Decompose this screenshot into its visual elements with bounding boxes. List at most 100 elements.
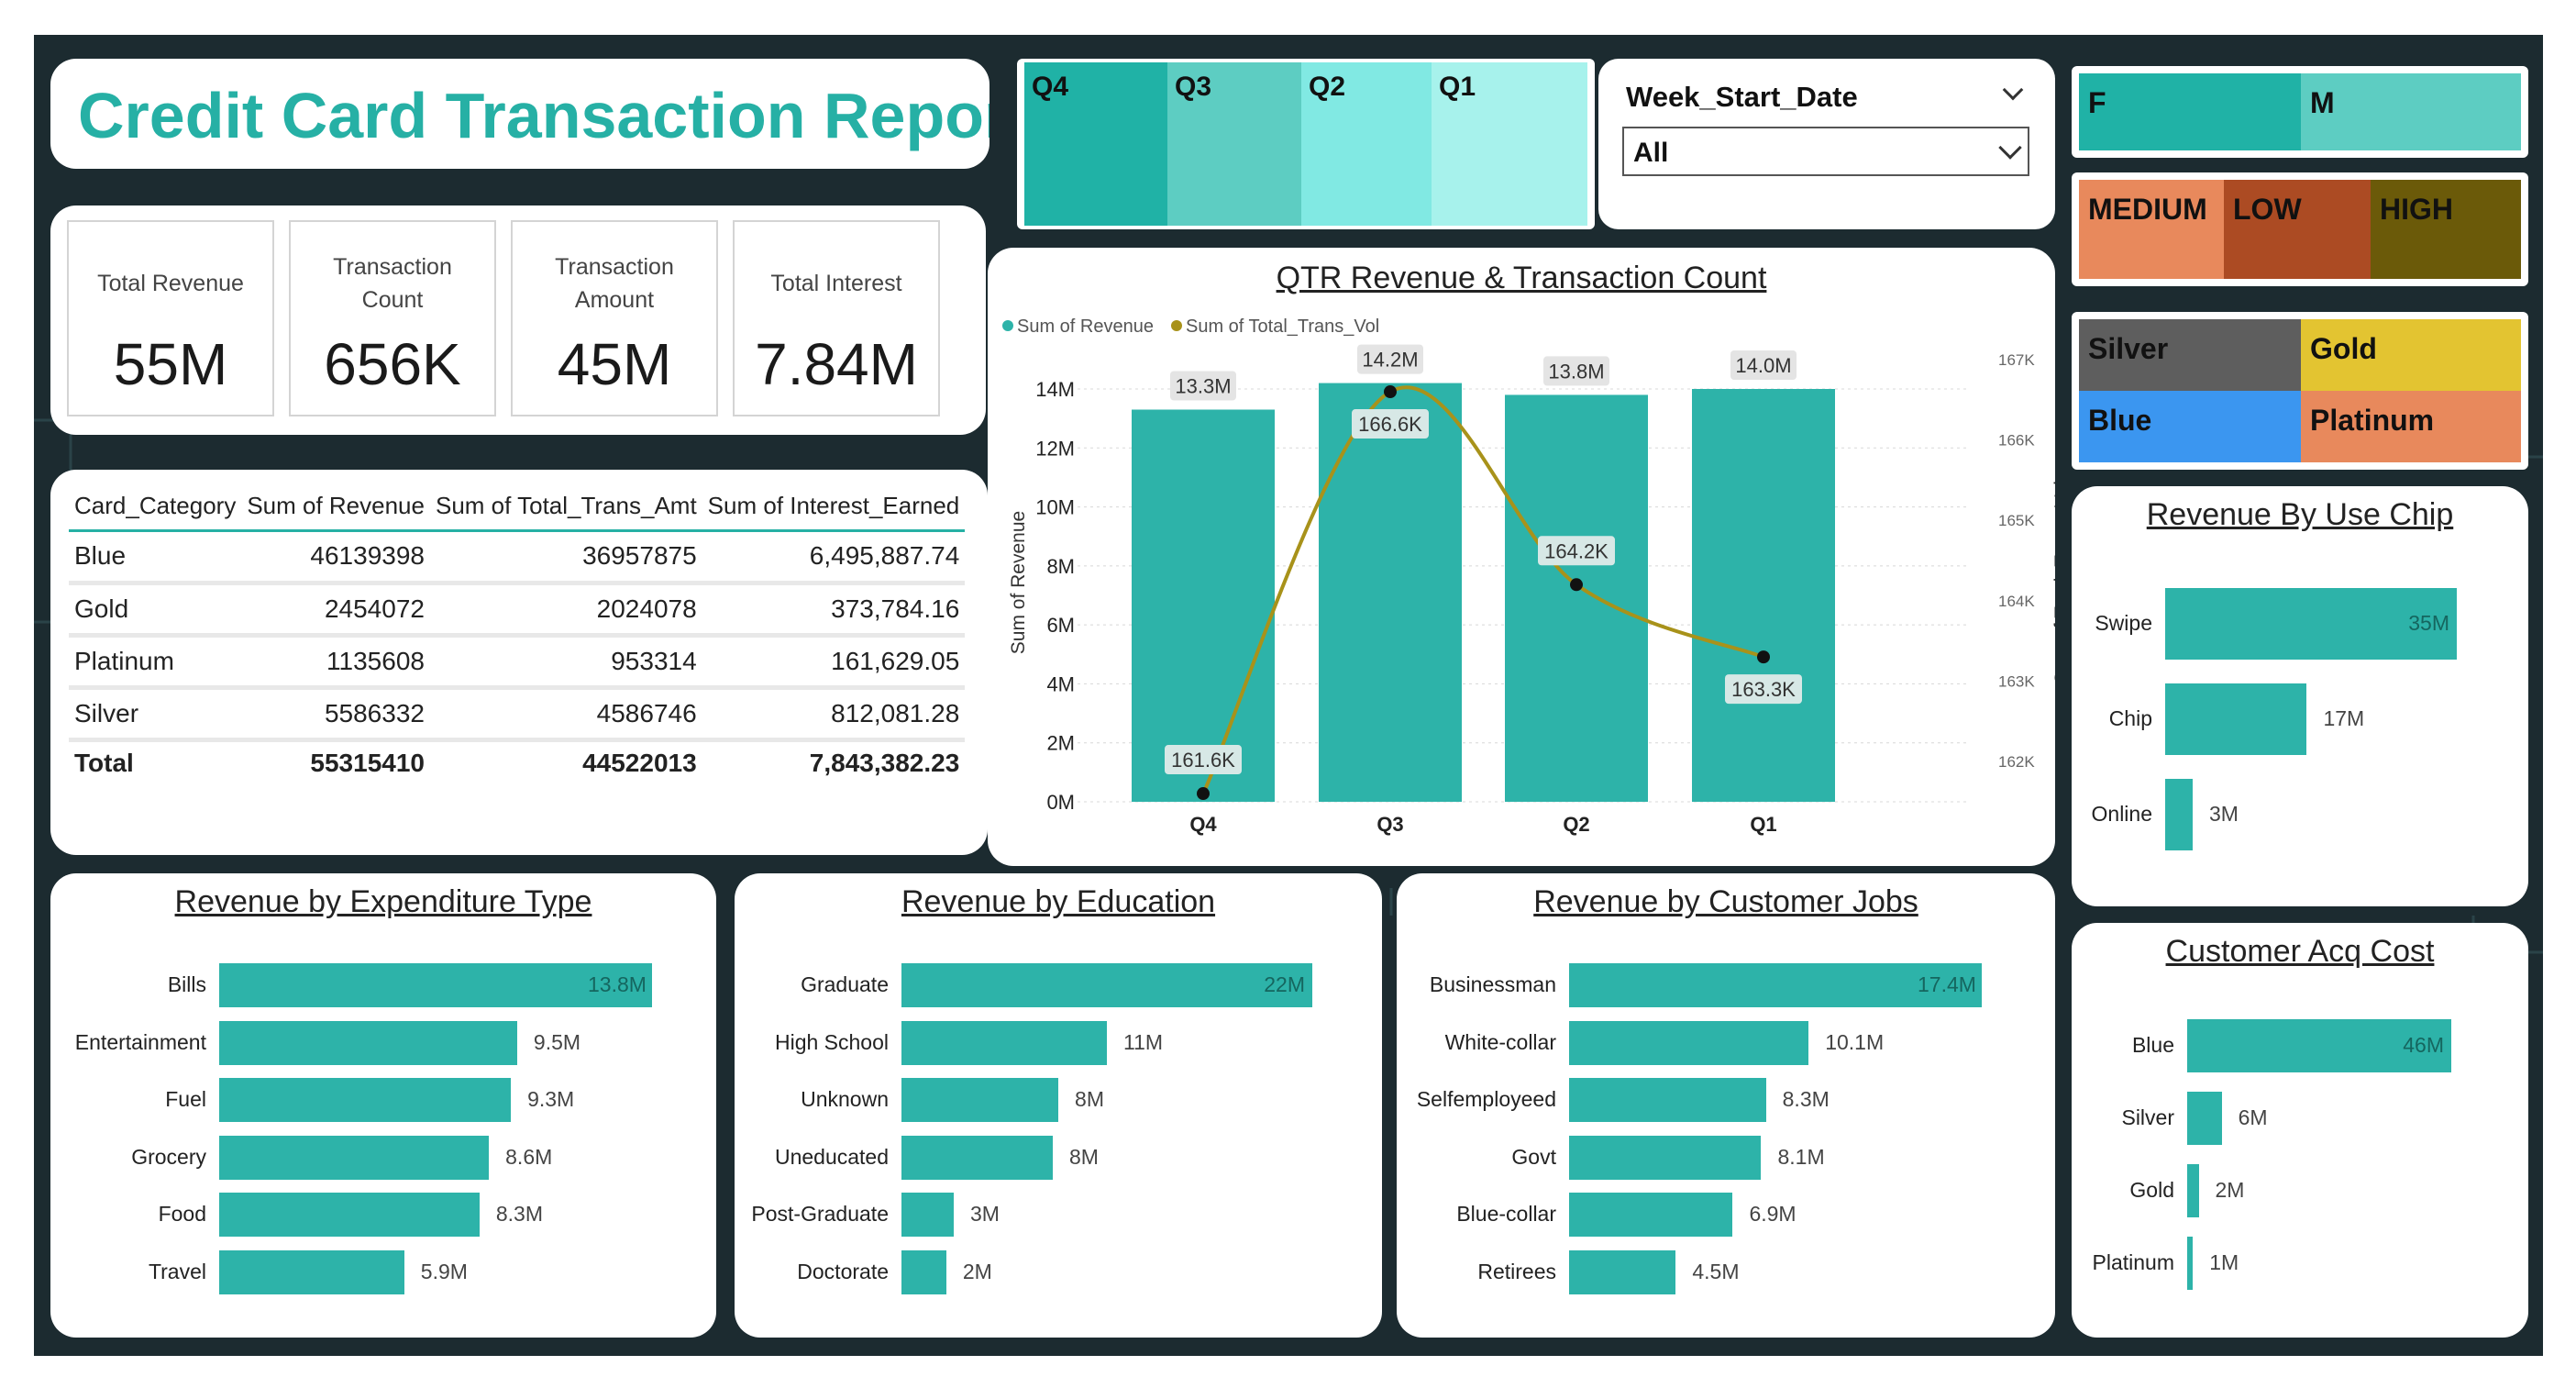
line-trans-vol[interactable] (1201, 385, 1764, 794)
bar-grocery[interactable] (219, 1135, 490, 1180)
bar-food[interactable] (219, 1193, 480, 1237)
bar-uneducated[interactable] (901, 1135, 1053, 1180)
education-chart-card: Revenue by Education Graduate 22M High Sch… (735, 873, 1382, 1338)
quarter-tile-q3[interactable]: Q3 (1167, 62, 1301, 226)
category-label: Retirees (1477, 1259, 1556, 1283)
card-label: Blue (2088, 404, 2152, 437)
data-label: 6M (2238, 1105, 2268, 1129)
table-cell: 5586332 (241, 687, 430, 742)
bar-platinum[interactable] (2187, 1237, 2194, 1290)
category-label: Unknown (801, 1087, 889, 1111)
table-cell: Silver (69, 687, 242, 742)
table-row[interactable]: Silver 5586332 4586746 812,081.28 (69, 687, 966, 742)
table-row[interactable]: Gold 2454072 2024078 373,784.16 (69, 583, 966, 638)
data-label: 8.6M (505, 1144, 553, 1169)
quarter-tile-q1[interactable]: Q1 (1432, 62, 1587, 226)
data-label-bg (1730, 350, 1797, 380)
data-label: 2M (2215, 1178, 2245, 1202)
column-header[interactable]: Card_Category (74, 491, 237, 519)
chevron-down-icon (1998, 136, 2022, 160)
bar-swipe[interactable] (2165, 588, 2457, 660)
data-label: 5.9M (420, 1259, 468, 1283)
table-row[interactable]: Platinum 1135608 953314 161,629.05 (69, 635, 966, 690)
chart-title: Revenue by Education (901, 884, 1216, 919)
card-tile-gold[interactable]: Gold (2301, 319, 2521, 391)
bar-high-school[interactable] (901, 1020, 1107, 1065)
x-tick-label: Q3 (1376, 813, 1403, 836)
kpi-total-revenue: Total Revenue 55M (67, 220, 274, 416)
card-tile-blue[interactable]: Blue (2079, 391, 2301, 462)
chevron-down-icon[interactable] (2002, 79, 2024, 101)
bar-revenue-q3[interactable] (1319, 383, 1462, 802)
column-header[interactable]: Sum of Revenue (247, 491, 425, 519)
bar-selfemployeed[interactable] (1569, 1078, 1766, 1122)
column-header[interactable]: Sum of Total_Trans_Amt (435, 491, 697, 519)
legend-label-trans-vol[interactable]: Sum of Total_Trans_Vol (1186, 316, 1379, 337)
bar-doctorate[interactable] (901, 1249, 946, 1294)
data-label: 9.3M (527, 1087, 575, 1111)
table-row[interactable]: Blue 46139398 36957875 6,495,887.74 (69, 530, 966, 585)
y2-tick-label: 162K (1998, 753, 2035, 771)
card-tile-silver[interactable]: Silver (2079, 319, 2301, 391)
category-label: Gold (2129, 1178, 2174, 1202)
bar-post-graduate[interactable] (901, 1193, 955, 1237)
card-label: Gold (2310, 332, 2377, 365)
bar-govt[interactable] (1569, 1135, 1762, 1180)
data-label: 3M (2209, 802, 2239, 826)
point-trans-vol-q4[interactable] (1197, 787, 1210, 801)
data-label: 1M (2209, 1250, 2239, 1274)
gender-tile-m[interactable]: M (2301, 73, 2521, 150)
bar-entertainment[interactable] (219, 1020, 517, 1065)
bar-white-collar[interactable] (1569, 1020, 1809, 1065)
week-dropdown[interactable]: All (1622, 127, 2029, 176)
quarter-tile-q2[interactable]: Q2 (1301, 62, 1432, 226)
expenditure-chart-card: Revenue by Expenditure Type Bills 13.8M En… (50, 873, 716, 1338)
bar-gold[interactable] (2187, 1164, 2199, 1217)
bar-businessman[interactable] (1569, 963, 1982, 1007)
bar-chip[interactable] (2165, 683, 2307, 755)
gender-tile-f[interactable]: F (2079, 73, 2301, 150)
data-label-bg (1725, 674, 1802, 705)
category-label: Entertainment (74, 1029, 206, 1054)
column-header[interactable]: Sum of Interest_Earned (707, 491, 960, 519)
chart-title: Revenue by Expenditure Type (174, 884, 592, 919)
income-tile-high[interactable]: HIGH (2371, 180, 2521, 279)
bar-revenue-q2[interactable] (1505, 394, 1648, 802)
table-cell: 55315410 (241, 738, 430, 785)
bar-revenue-q4[interactable] (1132, 409, 1275, 803)
legend-label-revenue[interactable]: Sum of Revenue (1017, 316, 1154, 337)
data-label-trans-vol: 163.3K (1731, 678, 1796, 701)
y-axis-title: Sum of Revenue (1008, 511, 1029, 654)
card-tile-platinum[interactable]: Platinum (2301, 391, 2521, 462)
kpi-value: 656K (324, 331, 461, 397)
point-trans-vol-q2[interactable] (1570, 578, 1583, 592)
y2-tick-label: 163K (1998, 672, 2035, 690)
category-label: Platinum (2092, 1250, 2174, 1274)
income-tile-medium[interactable]: MEDIUM (2079, 180, 2224, 279)
income-tile-low[interactable]: LOW (2224, 180, 2371, 279)
bar-unknown[interactable] (901, 1078, 1059, 1122)
bar-retirees[interactable] (1569, 1249, 1676, 1294)
table-cell: 2454072 (241, 583, 430, 638)
bar-online[interactable] (2165, 779, 2193, 850)
bar-revenue-q1[interactable] (1692, 389, 1835, 802)
bar-travel[interactable] (219, 1249, 404, 1294)
expenditure-chart: Bills 13.8M Entertainment 9.5M Fuel 9.3M Groce… (50, 873, 716, 1338)
bar-fuel[interactable] (219, 1078, 512, 1122)
y-tick-label: 14M (1035, 378, 1075, 401)
point-trans-vol-q1[interactable] (1757, 650, 1770, 664)
table-cell: 953314 (429, 635, 702, 690)
bar-blue[interactable] (2187, 1019, 2451, 1072)
table-cell: 812,081.28 (702, 687, 966, 742)
category-label: Bills (167, 972, 206, 996)
y-tick-label: 0M (1046, 791, 1075, 814)
kpi-total-interest: Total Interest 7.84M (733, 220, 940, 416)
bar-blue-collar[interactable] (1569, 1193, 1733, 1237)
bar-graduate[interactable] (901, 963, 1312, 1007)
card-category-table: Card_Category Sum of Revenue Sum of Tota… (69, 483, 966, 785)
quarter-tile-q4[interactable]: Q4 (1024, 62, 1167, 226)
bar-bills[interactable] (219, 963, 652, 1007)
point-trans-vol-q3[interactable] (1384, 385, 1397, 399)
kpi-transaction-count: Transaction Count 656K (289, 220, 496, 416)
bar-silver[interactable] (2187, 1092, 2222, 1145)
